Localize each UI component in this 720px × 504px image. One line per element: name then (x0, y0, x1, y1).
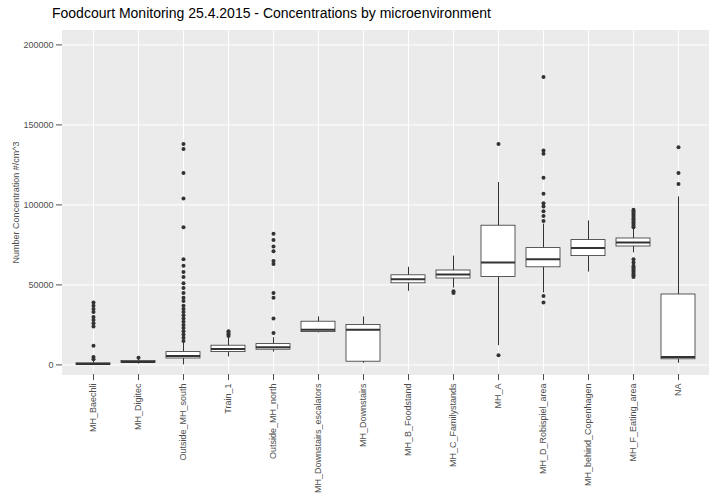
svg-text:MH_Downstairs_escalators: MH_Downstairs_escalators (313, 383, 323, 493)
svg-text:0: 0 (48, 360, 53, 370)
svg-text:MH_A: MH_A (493, 384, 503, 409)
svg-text:MH_Baechli: MH_Baechli (88, 384, 98, 433)
svg-text:200000: 200000 (23, 40, 53, 50)
svg-text:Outside_MH_south: Outside_MH_south (178, 384, 188, 461)
html-text:Foodcourt Monitoring 25.4.2015: Foodcourt Monitoring 25.4.2015 - Concent… (52, 5, 491, 21)
svg-text:MH_Downstairs: MH_Downstairs (358, 383, 368, 447)
svg-text:50000: 50000 (28, 280, 53, 290)
svg-text:MH_D_Robispiel_area: MH_D_Robispiel_area (538, 384, 548, 475)
svg-text:MH_behind_Copenhagen: MH_behind_Copenhagen (583, 384, 593, 487)
svg-text:Train_1: Train_1 (223, 384, 233, 414)
svg-text:MH_C_Familystands: MH_C_Familystands (448, 383, 458, 467)
svg-text:MH_Digitec: MH_Digitec (133, 383, 143, 430)
svg-text:100000: 100000 (23, 200, 53, 210)
svg-text:Number Concentration #/cm^3: Number Concentration #/cm^3 (11, 142, 21, 264)
svg-text:MH_F_Eating_area: MH_F_Eating_area (628, 384, 638, 462)
svg-text:NA: NA (673, 384, 683, 397)
svg-text:Outside_MH_north: Outside_MH_north (268, 384, 278, 460)
svg-text:MH_B_Foodstand: MH_B_Foodstand (403, 384, 413, 457)
svg-text:150000: 150000 (23, 120, 53, 130)
